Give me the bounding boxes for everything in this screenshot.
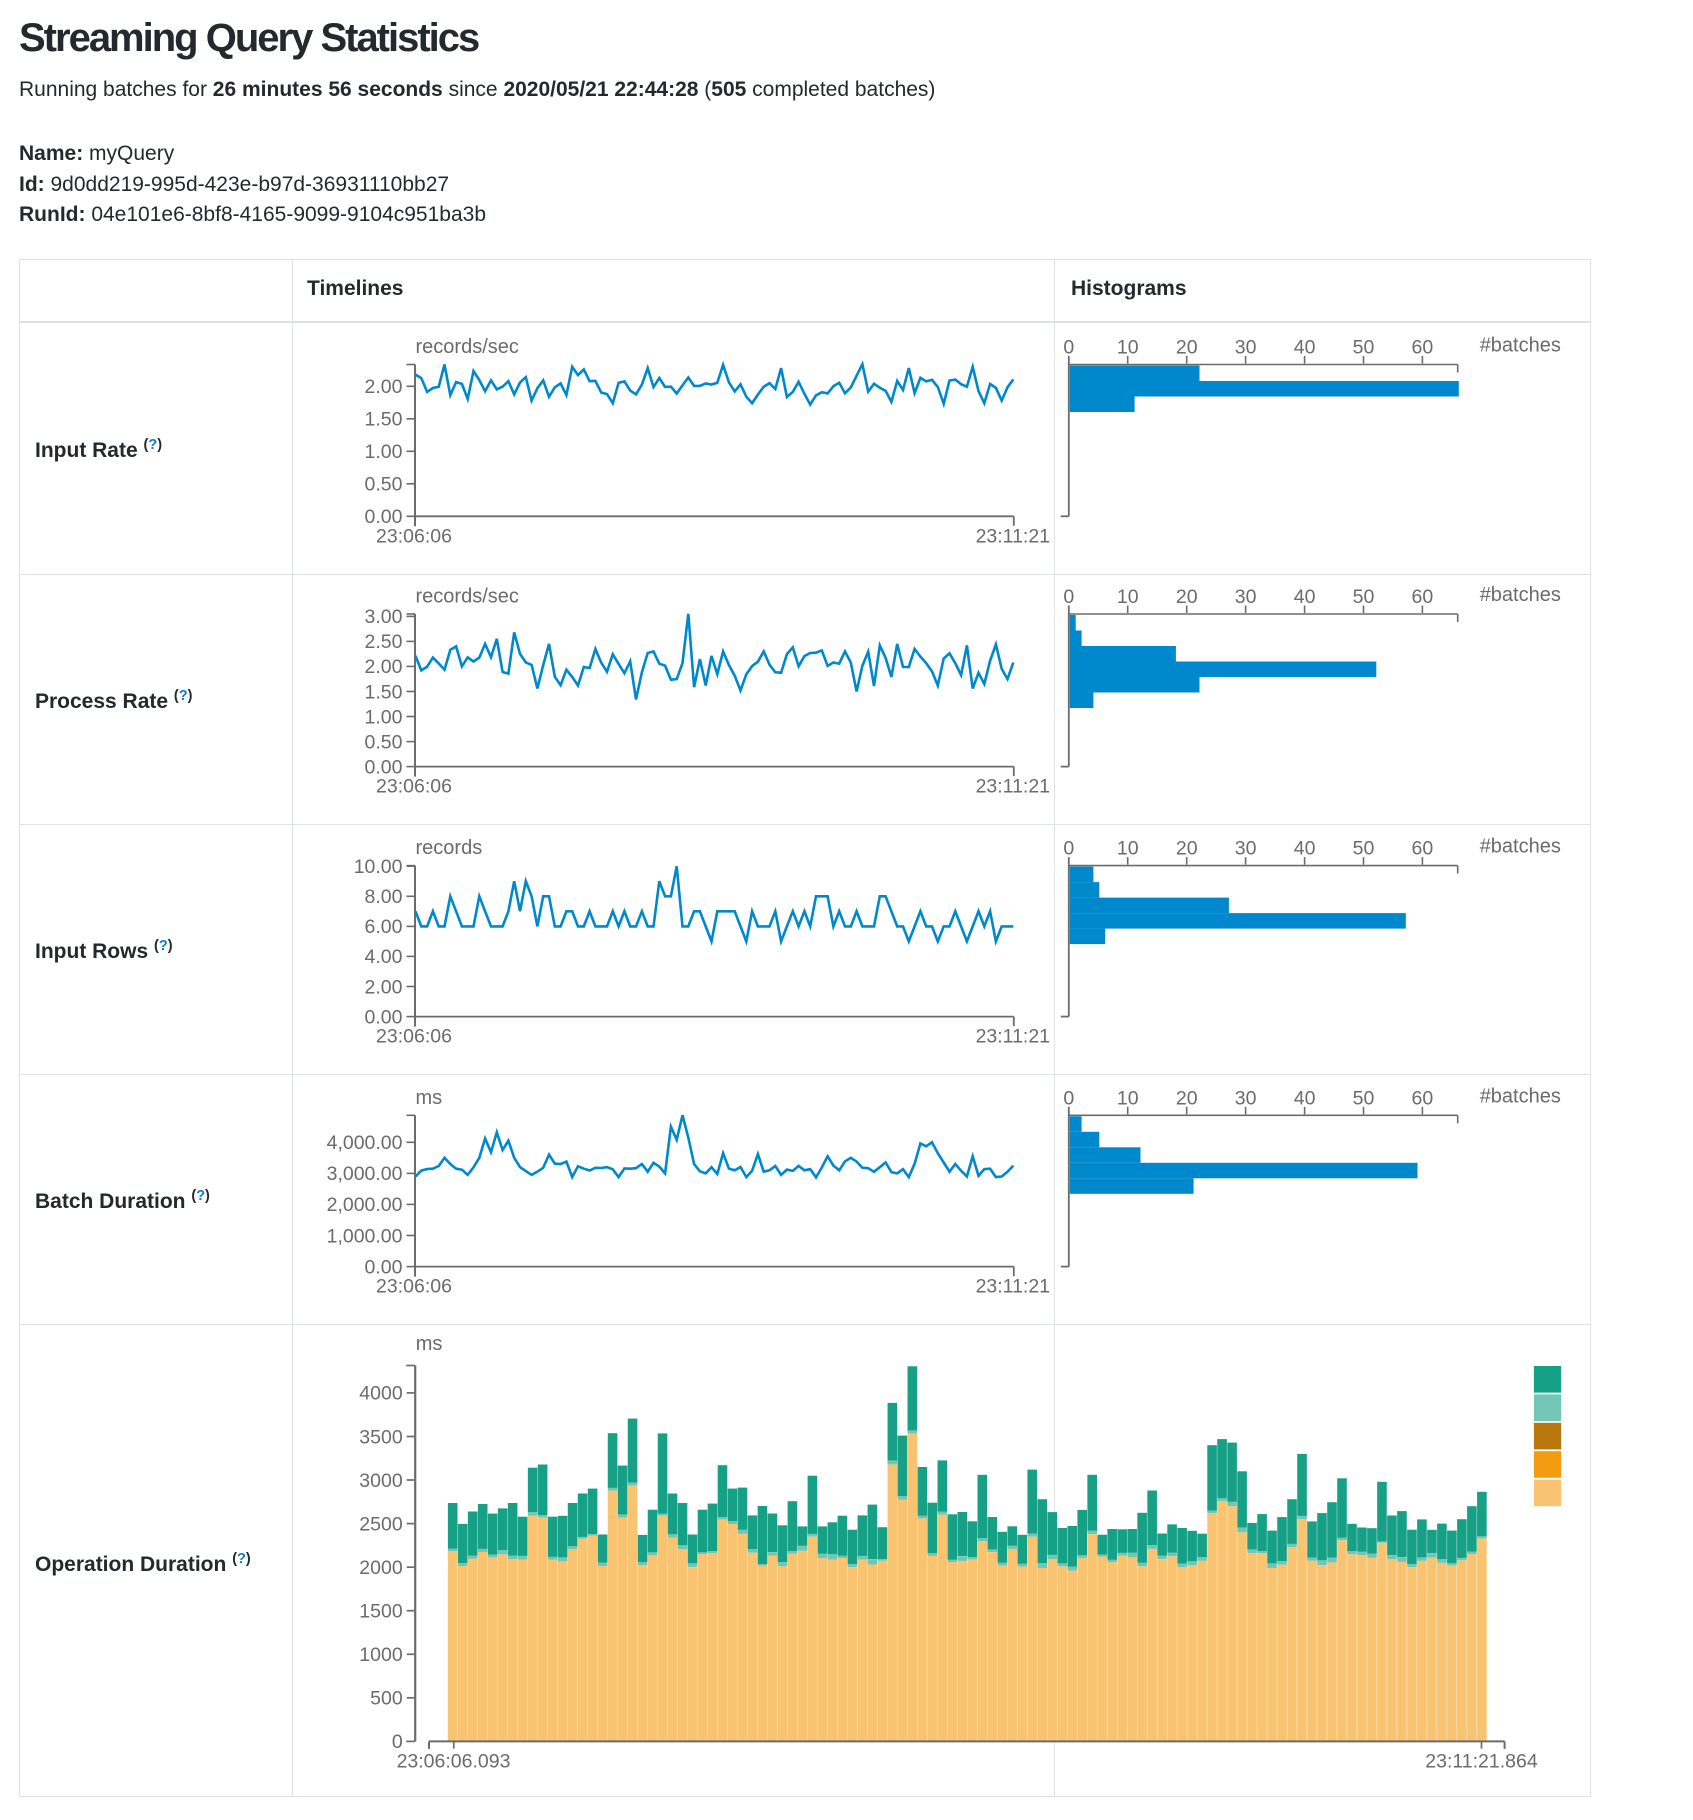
svg-text:3.00: 3.00 <box>365 606 403 628</box>
svg-text:2,000.00: 2,000.00 <box>327 1194 403 1216</box>
svg-text:60: 60 <box>1412 838 1434 860</box>
svg-text:records/sec: records/sec <box>416 336 519 358</box>
svg-text:30: 30 <box>1235 1087 1257 1109</box>
svg-text:500: 500 <box>370 1688 403 1710</box>
svg-text:23:06:06: 23:06:06 <box>376 1276 452 1298</box>
svg-text:#batches: #batches <box>1480 584 1561 606</box>
svg-text:23:11:21: 23:11:21 <box>976 1276 1050 1298</box>
svg-text:0.00: 0.00 <box>365 506 403 528</box>
svg-text:2.50: 2.50 <box>365 631 403 653</box>
svg-text:40: 40 <box>1294 1087 1316 1109</box>
svg-text:20: 20 <box>1176 586 1198 608</box>
svg-text:3,000.00: 3,000.00 <box>327 1163 403 1185</box>
svg-text:#batches: #batches <box>1480 1085 1561 1107</box>
svg-text:30: 30 <box>1235 838 1257 860</box>
svg-text:1500: 1500 <box>359 1601 403 1623</box>
svg-text:23:06:06: 23:06:06 <box>376 1026 452 1048</box>
svg-text:0: 0 <box>1063 838 1074 860</box>
svg-text:#batches: #batches <box>1480 335 1561 357</box>
svg-text:50: 50 <box>1353 1087 1375 1109</box>
svg-text:10: 10 <box>1117 838 1139 860</box>
svg-text:30: 30 <box>1235 586 1257 608</box>
svg-text:2500: 2500 <box>359 1513 403 1535</box>
svg-text:4000: 4000 <box>359 1383 403 1405</box>
svg-text:1.50: 1.50 <box>365 681 403 703</box>
svg-text:30: 30 <box>1235 337 1257 359</box>
svg-text:50: 50 <box>1353 586 1375 608</box>
svg-text:1.50: 1.50 <box>365 409 403 431</box>
svg-text:10: 10 <box>1117 1087 1139 1109</box>
svg-text:8.00: 8.00 <box>365 886 403 908</box>
svg-text:23:06:06.093: 23:06:06.093 <box>397 1751 511 1773</box>
svg-text:3500: 3500 <box>359 1426 403 1448</box>
svg-text:0.00: 0.00 <box>365 1006 403 1028</box>
svg-text:20: 20 <box>1176 838 1198 860</box>
svg-text:60: 60 <box>1412 337 1434 359</box>
svg-text:10: 10 <box>1117 337 1139 359</box>
svg-text:1,000.00: 1,000.00 <box>327 1225 403 1247</box>
svg-text:1.00: 1.00 <box>365 441 403 463</box>
svg-text:0.00: 0.00 <box>365 756 403 778</box>
svg-text:10.00: 10.00 <box>354 856 403 878</box>
svg-text:0: 0 <box>1063 337 1074 359</box>
svg-text:23:11:21: 23:11:21 <box>976 525 1050 547</box>
svg-text:1000: 1000 <box>359 1644 403 1666</box>
svg-text:23:11:21: 23:11:21 <box>976 1026 1050 1048</box>
svg-text:records/sec: records/sec <box>416 586 519 608</box>
svg-text:2.00: 2.00 <box>365 976 403 998</box>
svg-text:1.00: 1.00 <box>365 706 403 728</box>
svg-text:2.00: 2.00 <box>365 376 403 398</box>
svg-text:60: 60 <box>1412 586 1434 608</box>
svg-text:4,000.00: 4,000.00 <box>327 1132 403 1154</box>
svg-text:23:11:21.864: 23:11:21.864 <box>1425 1751 1538 1773</box>
svg-text:6.00: 6.00 <box>365 916 403 938</box>
svg-text:0: 0 <box>1063 586 1074 608</box>
svg-text:0.50: 0.50 <box>365 474 403 496</box>
svg-text:23:11:21: 23:11:21 <box>976 776 1050 798</box>
svg-text:20: 20 <box>1176 1087 1198 1109</box>
svg-text:#batches: #batches <box>1480 836 1561 858</box>
svg-text:50: 50 <box>1353 337 1375 359</box>
svg-text:3000: 3000 <box>359 1470 403 1492</box>
svg-text:40: 40 <box>1294 838 1316 860</box>
svg-text:records: records <box>416 837 483 859</box>
svg-text:20: 20 <box>1176 337 1198 359</box>
svg-text:50: 50 <box>1353 838 1375 860</box>
svg-text:40: 40 <box>1294 586 1316 608</box>
svg-text:60: 60 <box>1412 1087 1434 1109</box>
svg-text:2000: 2000 <box>359 1557 403 1579</box>
svg-text:2.00: 2.00 <box>365 656 403 678</box>
svg-text:40: 40 <box>1294 337 1316 359</box>
svg-text:ms: ms <box>416 1333 443 1355</box>
svg-text:23:06:06: 23:06:06 <box>376 776 452 798</box>
svg-text:23:06:06: 23:06:06 <box>376 525 452 547</box>
svg-text:0.00: 0.00 <box>365 1256 403 1278</box>
svg-text:0: 0 <box>392 1731 403 1753</box>
svg-text:0.50: 0.50 <box>365 731 403 753</box>
svg-text:ms: ms <box>416 1087 443 1109</box>
svg-text:10: 10 <box>1117 586 1139 608</box>
svg-text:0: 0 <box>1063 1087 1074 1109</box>
svg-text:4.00: 4.00 <box>365 946 403 968</box>
